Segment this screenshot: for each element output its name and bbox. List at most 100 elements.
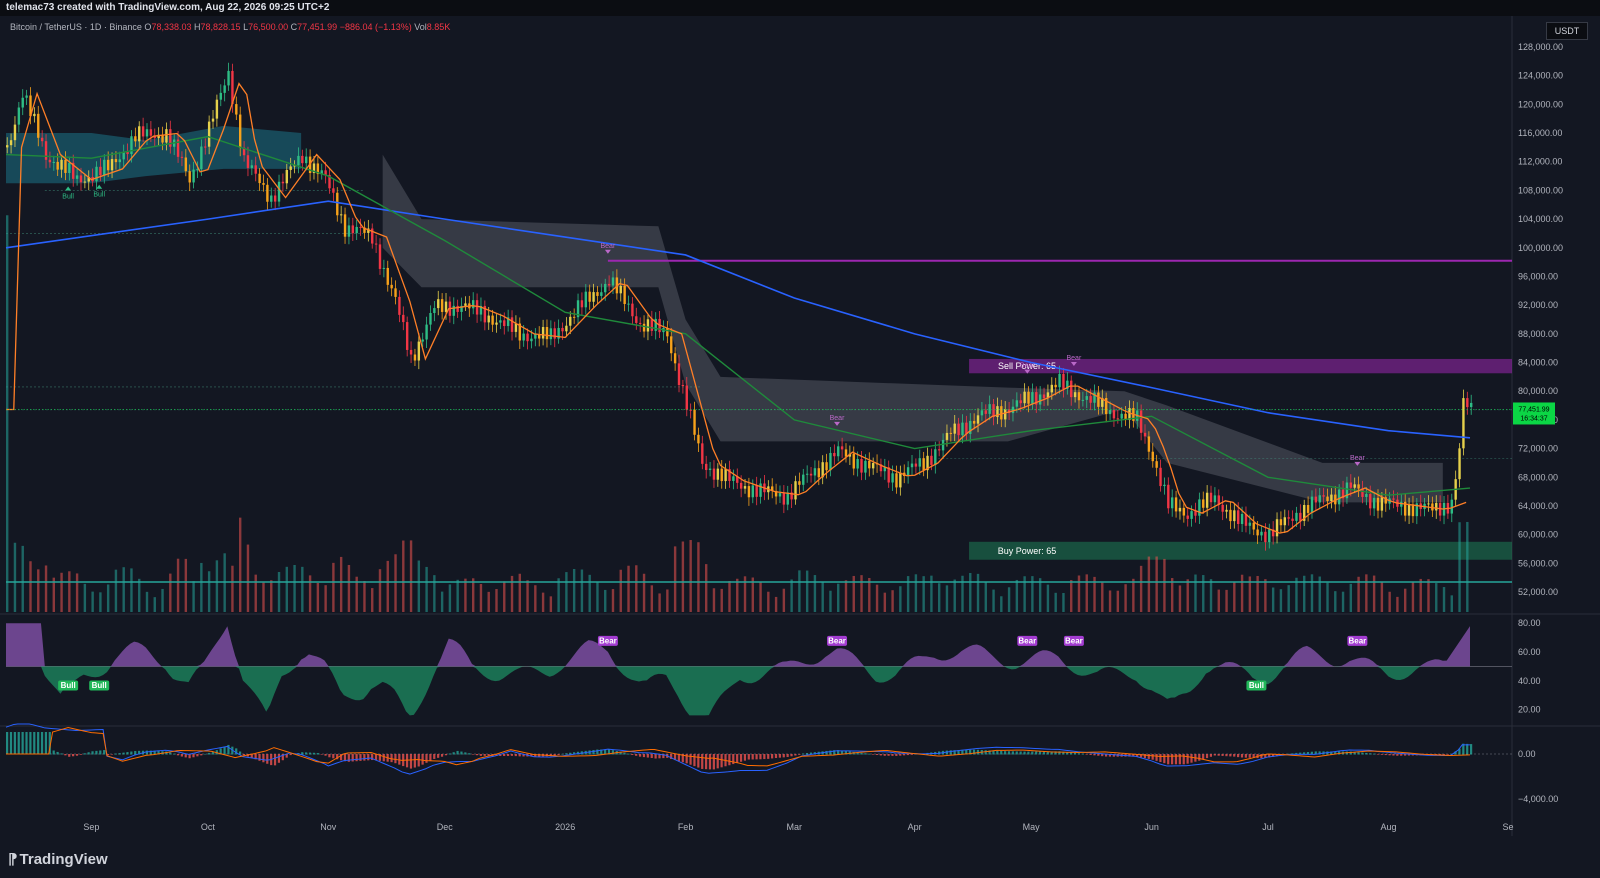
macd-bar (172, 753, 176, 755)
candle-body (1326, 496, 1329, 502)
macd-bar (1101, 754, 1104, 757)
candle-body (246, 155, 250, 168)
macd-bar (1011, 751, 1014, 755)
candle-body (569, 316, 572, 326)
volume-bar (1054, 592, 1057, 612)
volume-bar (588, 574, 591, 612)
macd-bar (1303, 752, 1306, 755)
volume-bar (402, 540, 405, 612)
volume-bar (145, 591, 149, 612)
chart-svg[interactable]: Sell Power: 65 Buy Power: 65 Bull Bull Bear B… (0, 16, 1600, 836)
volume-bar (1264, 579, 1267, 612)
macd-histogram (6, 732, 1473, 770)
osc-signal-bull: Bull (1249, 681, 1264, 690)
candle-body (339, 214, 343, 216)
candle-body (1015, 400, 1019, 407)
macd-bar (732, 754, 735, 765)
macd-bar (658, 754, 661, 759)
candle-body (961, 422, 964, 436)
macd-bar (479, 754, 482, 756)
candle-body (1186, 515, 1189, 519)
volume-bar (1170, 578, 1174, 612)
macd-bar (1213, 754, 1216, 756)
volume-bar (1085, 574, 1088, 612)
candle-body (654, 318, 657, 331)
volume-bar (1194, 574, 1197, 612)
volume-bar (386, 560, 389, 612)
volume-bar (518, 573, 521, 612)
candle-body (666, 327, 669, 337)
candle-body (1248, 522, 1252, 526)
candle-body (336, 192, 339, 216)
volume-bar (736, 578, 739, 612)
candle-body (871, 463, 875, 469)
time-tick: Apr (908, 822, 922, 832)
macd-bar (1400, 754, 1403, 756)
candle-body (305, 156, 308, 164)
macd-bar (394, 754, 397, 764)
candle-body (219, 92, 222, 100)
candle-body (48, 159, 52, 163)
candle-body (262, 183, 265, 185)
volume-bar (371, 588, 374, 612)
sma50-line (5, 135, 1471, 496)
candle-body (44, 141, 48, 160)
candle-body (701, 443, 704, 464)
tradingview-logo[interactable]: ⁋ TradingView (8, 850, 108, 868)
candle-body (580, 300, 584, 308)
candle-body (1128, 408, 1131, 421)
candle-body (860, 458, 863, 473)
volume-bar (572, 568, 576, 612)
candle-body (1353, 484, 1356, 488)
candle-body (6, 145, 9, 148)
candle-body (103, 159, 106, 176)
volume-bar (471, 578, 475, 612)
candle-body (1077, 392, 1081, 401)
candle-body (538, 334, 541, 339)
macd-bar (553, 754, 556, 756)
volume-bar (1349, 583, 1353, 612)
candle-body (320, 170, 323, 175)
macd-bar (281, 754, 284, 761)
macd-bar (1314, 751, 1317, 755)
macd-bar (48, 732, 51, 755)
macd-bar (623, 752, 626, 755)
volume-bar (837, 583, 840, 612)
macd-bar (1128, 754, 1131, 757)
macd-bar (957, 750, 960, 755)
macd-bar (965, 749, 968, 755)
macd-bar (1038, 751, 1042, 755)
candle-body (771, 486, 774, 491)
macd-bar (367, 754, 370, 761)
macd-bar (1365, 752, 1368, 755)
candle-body (367, 228, 370, 233)
volume-bar (1031, 576, 1034, 612)
macd-bar (308, 752, 312, 755)
volume-bar (704, 564, 708, 612)
macd-bar (95, 750, 98, 755)
candle-body (1310, 496, 1314, 513)
macd-bar (693, 754, 696, 767)
macd-bar (336, 754, 339, 760)
macd-bar (1031, 751, 1034, 755)
candle-body (134, 136, 137, 142)
chart-area[interactable]: Sell Power: 65 Buy Power: 65 Bull Bull Bear B… (0, 16, 1600, 836)
volume-bar (161, 588, 164, 612)
macd-bar (1089, 754, 1092, 755)
candle-body (1244, 513, 1248, 526)
candle-body (635, 316, 638, 323)
volume-bar (1403, 588, 1407, 612)
price-tick: 80,000.00 (1518, 386, 1558, 396)
macd-bar (483, 754, 486, 756)
volume-bar (1458, 522, 1461, 612)
candle-body (972, 420, 976, 424)
volume-bar (1124, 584, 1127, 612)
macd-bar (1458, 748, 1461, 755)
currency-badge[interactable]: USDT (1546, 22, 1588, 40)
volume-bar (293, 565, 296, 612)
macd-bar (763, 754, 766, 760)
macd-bar (611, 750, 614, 755)
candle-body (1054, 384, 1057, 388)
macd-bar (802, 753, 805, 755)
candle-body (491, 315, 494, 325)
